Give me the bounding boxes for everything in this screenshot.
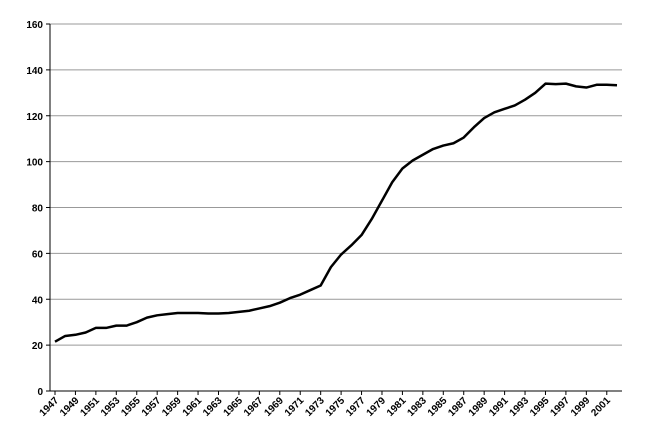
y-tick-label: 20 [32, 341, 44, 352]
x-tick-label: 2001 [589, 395, 613, 419]
y-tick-label: 0 [37, 387, 43, 398]
y-tick-label: 160 [26, 20, 43, 31]
x-tick-label: 1947 [38, 395, 62, 419]
x-tick-label: 1999 [569, 395, 593, 419]
x-tick-label: 1983 [405, 395, 429, 419]
x-tick-label: 1965 [222, 395, 246, 419]
x-tick-label: 1997 [549, 395, 573, 419]
x-tick-label: 1959 [160, 395, 184, 419]
x-tick-label: 1979 [365, 395, 389, 419]
x-tick-label: 1995 [528, 395, 552, 419]
y-tick-label: 140 [26, 66, 43, 77]
x-tick-label: 1985 [426, 395, 450, 419]
x-tick-label: 1949 [58, 395, 82, 419]
x-tick-label: 1963 [201, 395, 225, 419]
x-tick-label: 1991 [487, 395, 511, 419]
data-line [54, 82, 618, 343]
y-tick-label: 100 [26, 158, 43, 169]
x-tick-label: 1987 [446, 395, 470, 419]
x-tick-label: 1981 [385, 395, 409, 419]
x-tick-label: 1993 [508, 395, 532, 419]
x-tick-label: 1973 [303, 395, 327, 419]
y-tick-label: 60 [32, 249, 44, 260]
x-tick-label: 1989 [467, 395, 491, 419]
x-tick-label: 1953 [99, 395, 123, 419]
y-tick-label: 40 [32, 295, 44, 306]
x-tick-label: 1957 [140, 395, 164, 419]
x-tick-label: 1971 [283, 395, 307, 419]
x-tick-label: 1955 [119, 395, 143, 419]
x-tick-label: 1951 [78, 395, 102, 419]
y-tick-label: 80 [32, 204, 44, 215]
x-tick-label: 1977 [344, 395, 368, 419]
x-tick-label: 1961 [181, 395, 205, 419]
x-tick-label: 1967 [242, 395, 266, 419]
x-tick-label: 1975 [324, 395, 348, 419]
y-tick-label: 120 [26, 112, 43, 123]
x-tick-label: 1969 [262, 395, 286, 419]
